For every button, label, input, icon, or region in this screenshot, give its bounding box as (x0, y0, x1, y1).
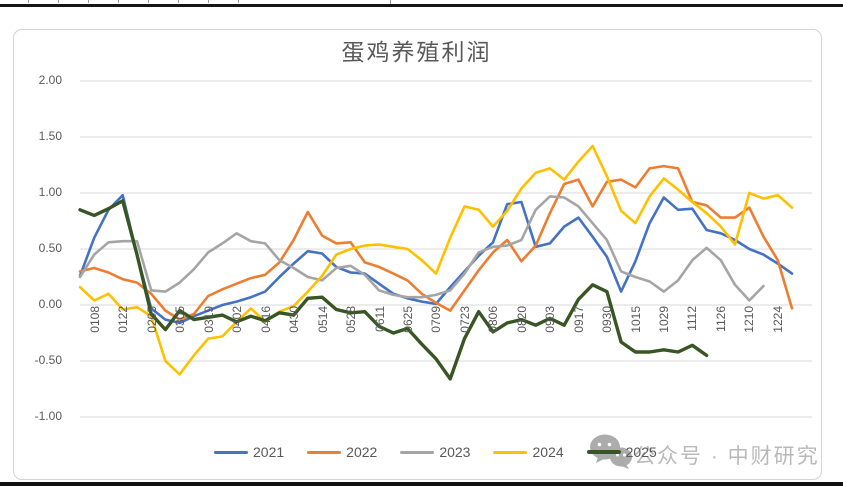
legend-label: 2025 (625, 444, 657, 460)
ruler-tick (118, 0, 119, 3)
series-line-2024 (78, 144, 794, 376)
y-axis-tick-label: 0.50 (38, 241, 62, 255)
x-axis-tick-label: 1112 (685, 306, 700, 331)
x-axis-tick-label: 0416 (258, 306, 273, 333)
legend-swatch (307, 450, 342, 454)
x-axis-tick-label: 0903 (543, 306, 558, 333)
legend-item-2022: 2022 (307, 444, 377, 460)
legend-item-2025: 2025 (586, 444, 657, 460)
ruler-tick (88, 0, 89, 3)
x-axis-tick-label: 0402 (230, 306, 245, 333)
x-axis-tick-label: 1029 (657, 306, 671, 333)
x-axis-tick-label: 0917 (571, 306, 586, 333)
y-axis-tick-label: -0.50 (34, 353, 62, 367)
x-axis-tick-label: 0305 (173, 306, 188, 333)
x-axis-tick-label: 1210 (742, 306, 757, 333)
ruler-tick (28, 0, 29, 3)
y-axis-tick-label: -1.00 (34, 409, 62, 423)
watermark-text: 公众号 · 中财研究 (634, 445, 820, 468)
x-axis-tick-label: 1126 (713, 306, 728, 332)
x-axis-tick-label: 0514 (315, 306, 330, 333)
legend-swatch (493, 450, 528, 454)
x-axis-tick-label: 1015 (628, 306, 643, 333)
chart-legend: 2021 2022 2023 2024 2025 (214, 444, 680, 460)
y-axis-tick-label: 0.00 (38, 297, 62, 311)
legend-label: 2023 (439, 444, 471, 460)
bottom-border-bar (0, 482, 843, 486)
series-line-2025 (78, 199, 709, 381)
chart-title: 蛋鸡养殖利润 (341, 39, 492, 65)
legend-swatch (586, 450, 621, 454)
x-axis-tick-label: 0319 (201, 306, 216, 333)
x-axis-tick-label: 0806 (486, 306, 501, 333)
legend-label: 2021 (253, 444, 285, 460)
x-axis-tick-label: 0430 (287, 306, 302, 333)
x-axis-tick-label: 0930 (600, 306, 615, 333)
x-axis-tick-label: 0528 (344, 306, 359, 333)
series-line-2022 (78, 164, 794, 321)
legend-swatch (400, 450, 435, 454)
x-axis-tick-label: 0108 (88, 306, 102, 333)
ruler-tick (390, 0, 391, 6)
x-axis-tick-label: 0122 (116, 306, 131, 333)
x-axis-tick-label: 0625 (400, 306, 415, 333)
legend-label: 2022 (346, 444, 378, 460)
ruler-tick (238, 0, 239, 3)
x-axis-tick-label: 0205 (144, 306, 159, 333)
x-axis-tick-label: 1224 (770, 306, 785, 333)
top-border-bar (0, 4, 843, 7)
legend-item-2021: 2021 (214, 444, 284, 460)
y-axis-tick-label: 1.00 (38, 185, 62, 199)
ruler-tick (58, 0, 59, 3)
ruler-tick (208, 0, 209, 3)
x-axis-tick-label: 0611 (372, 306, 387, 332)
chart-frame (13, 29, 822, 480)
legend-label: 2024 (532, 444, 564, 460)
ruler-tick (148, 0, 149, 3)
x-axis-tick-label: 0709 (429, 306, 444, 333)
x-axis-tick-label: 0723 (457, 306, 472, 333)
y-axis-tick-label: 2.00 (38, 73, 62, 87)
legend-item-2023: 2023 (400, 444, 470, 460)
series-line-2023 (78, 195, 765, 302)
legend-item-2024: 2024 (493, 444, 564, 460)
x-axis-tick-label: 0820 (514, 306, 529, 333)
ruler-tick (178, 0, 179, 3)
legend-swatch (214, 450, 248, 454)
y-axis-tick-label: 1.50 (38, 129, 62, 143)
